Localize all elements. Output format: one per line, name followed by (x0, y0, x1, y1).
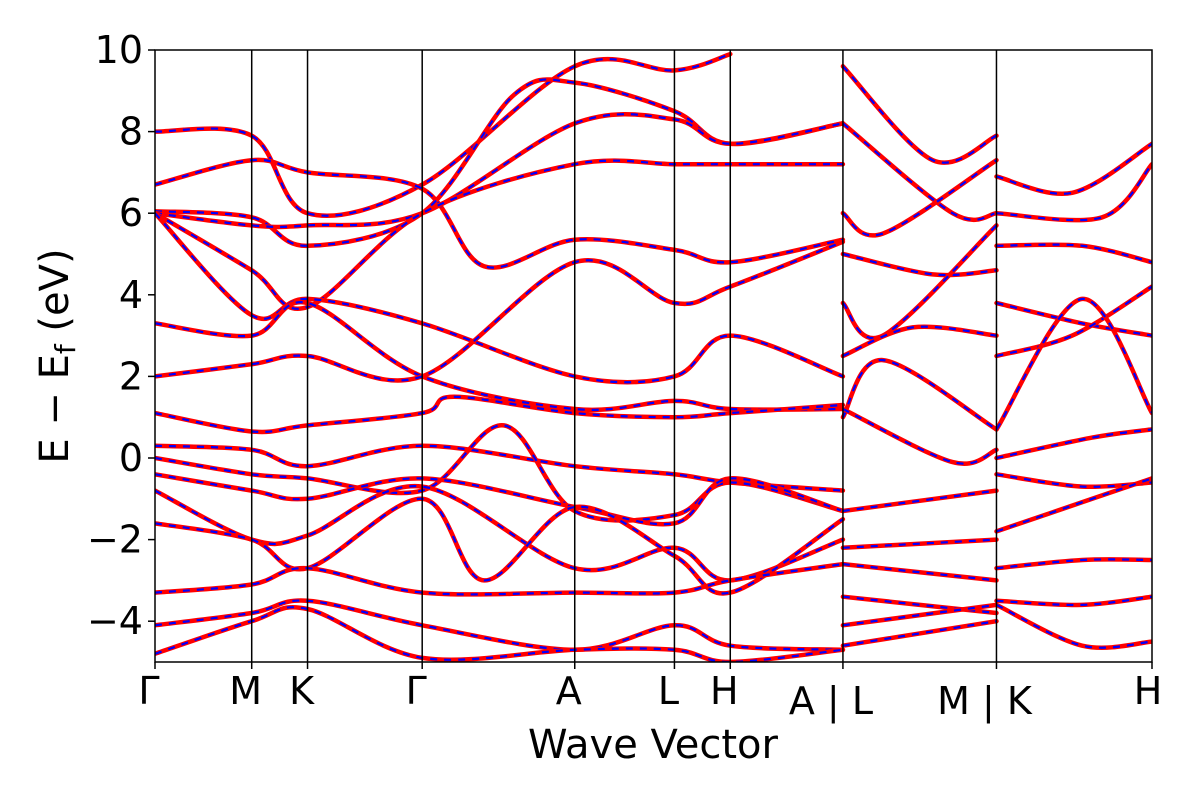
x-tick-label: K (289, 669, 315, 713)
x-tick-label: L (658, 669, 679, 713)
y-tick-label: 0 (119, 436, 143, 480)
band-line-fit (841, 358, 998, 431)
y-tick-label: 6 (119, 191, 143, 235)
high-symmetry-lines (250, 50, 998, 662)
y-tick-label: 10 (95, 28, 143, 72)
y-axis-ticks: −4 −2 0 2 4 6 8 10 (87, 28, 155, 643)
x-tick-label: H (1134, 669, 1163, 713)
y-axis-label-unit: (eV) (32, 248, 78, 344)
x-tick-label: Γ (406, 669, 427, 713)
y-tick-label: 4 (119, 273, 143, 317)
x-tick-label: M | K (937, 679, 1033, 724)
band-line-fit (155, 395, 843, 434)
band-line-fit (996, 243, 1152, 264)
y-axis-label-subscript: f (49, 343, 82, 354)
band-line-fit (155, 497, 844, 595)
band-line-dft (840, 251, 999, 278)
band-line-dft (840, 64, 999, 165)
x-tick-label: A (556, 669, 582, 713)
band-line-fit (842, 538, 997, 549)
band-line-dft (155, 483, 846, 583)
band-line-fit (155, 113, 844, 229)
band-line-fit (996, 595, 1152, 607)
band-line-fit (155, 240, 844, 382)
band-line-fit (155, 485, 844, 582)
band-line-fit (842, 122, 997, 221)
x-tick-label: A | L (789, 679, 873, 724)
band-line-dft (994, 557, 1152, 571)
y-tick-label: 2 (119, 354, 143, 398)
band-line-dft (840, 157, 999, 238)
band-line-fit (996, 477, 1152, 533)
band-line-fit (995, 297, 1152, 431)
band-line-dft (840, 121, 999, 223)
y-tick-label: −4 (87, 599, 143, 643)
band-line-fit (996, 301, 1152, 337)
x-tick-label: H (710, 669, 739, 713)
band-line-dft (155, 598, 846, 653)
band-line-fit (842, 159, 998, 237)
band-line-dft (994, 602, 1152, 650)
band-line-dft (155, 604, 846, 662)
band-line-dft (155, 423, 846, 523)
band-lines (155, 51, 1152, 662)
band-line-fit (842, 620, 997, 647)
band-line-fit (842, 325, 997, 358)
band-line-fit (842, 408, 997, 465)
y-axis-label-main: E − E (32, 354, 78, 464)
band-line-fit (842, 252, 997, 277)
x-tick-label: Γ (138, 669, 159, 713)
band-line-fit (842, 603, 997, 627)
band-line-dft (840, 324, 999, 359)
plot-frame (154, 49, 1153, 663)
band-line-fit (842, 595, 997, 615)
band-line-fit (155, 473, 844, 526)
band-line-fit (155, 424, 844, 522)
band-line-fit (842, 489, 997, 513)
band-line-fit (842, 224, 998, 340)
band-line-fit (155, 606, 844, 662)
band-line-dft (840, 223, 999, 341)
band-line-fit (842, 563, 997, 582)
band-line-dft (155, 111, 846, 230)
band-line-fit (996, 285, 1152, 358)
band-line-fit (996, 142, 1152, 195)
band-line-dft (994, 427, 1152, 461)
x-axis-label: Wave Vector (528, 722, 779, 768)
band-line-dft (994, 242, 1152, 265)
band-line-fit (996, 428, 1152, 460)
band-line-fit (996, 558, 1152, 570)
band-line-dft (155, 157, 846, 270)
y-tick-label: −2 (87, 518, 143, 562)
band-line-dft (155, 210, 846, 385)
band-line-fit (155, 53, 731, 217)
band-line-fit (155, 212, 844, 384)
band-line-dft (994, 300, 1152, 338)
band-line-fit (155, 301, 843, 411)
x-tick-label: M (229, 669, 262, 713)
band-line-dft (994, 141, 1152, 196)
band-line-dft (994, 161, 1152, 223)
band-line-dft (155, 158, 846, 311)
y-tick-label: 8 (119, 110, 143, 154)
band-line-fit (155, 158, 844, 269)
y-axis-label: E − Ef (eV) (32, 248, 82, 463)
band-line-dft (994, 296, 1152, 432)
band-line-dft (840, 406, 999, 466)
band-line-fit (155, 563, 844, 596)
band-line-fit (842, 65, 997, 164)
